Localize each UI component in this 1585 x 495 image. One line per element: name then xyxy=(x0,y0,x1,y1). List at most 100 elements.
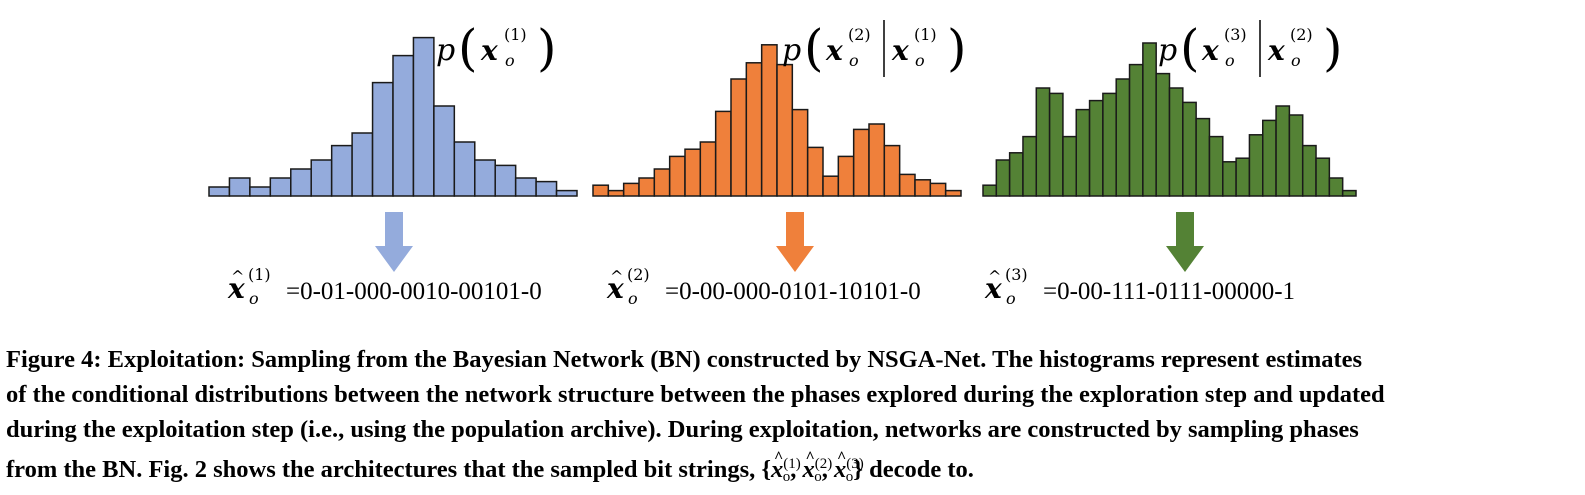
sample-3: x ^ (3) o =0-00-111-0111-00000-1 xyxy=(984,265,1295,308)
caption-line-3: during the exploitation step (i.e., usin… xyxy=(6,416,1359,443)
histogram-bar xyxy=(944,189,962,197)
histogram-bar xyxy=(269,177,292,197)
svg-text:o: o xyxy=(1291,51,1301,70)
histogram-bar xyxy=(730,78,748,197)
histogram-bar xyxy=(290,168,312,197)
histogram-bar xyxy=(668,155,686,197)
histogram-phase-2 xyxy=(592,44,962,197)
caption-line-4: from the BN. Fig. 2 shows the architectu… xyxy=(6,440,1566,495)
histogram-bar xyxy=(592,184,610,197)
svg-text:=0-00-111-0111-00000-1: =0-00-111-0111-00000-1 xyxy=(1043,278,1295,305)
histogram-bar xyxy=(514,177,537,197)
svg-text:(2): (2) xyxy=(848,25,871,44)
arrow-down-blue-icon xyxy=(375,212,413,272)
histogram-bar xyxy=(1102,92,1117,197)
svg-text:^: ^ xyxy=(988,267,1001,286)
svg-text:o: o xyxy=(628,289,638,308)
histogram-bar xyxy=(1022,135,1038,197)
histogram-bar xyxy=(1248,134,1264,197)
histogram-bar xyxy=(607,189,625,197)
histogram-bar xyxy=(1142,42,1157,197)
histogram-2-label: p ( x (2) o x (1) o ) xyxy=(782,19,967,77)
svg-text:): ) xyxy=(947,19,967,77)
svg-text:): ) xyxy=(1323,19,1343,77)
histogram-bar xyxy=(806,146,824,197)
svg-text:(3): (3) xyxy=(1005,265,1028,284)
histogram-bar xyxy=(1075,108,1091,197)
svg-text:p: p xyxy=(1158,33,1177,68)
sample-2: x ^ (2) o =0-00-000-0101-10101-0 xyxy=(606,265,921,308)
histogram-bar xyxy=(412,36,435,197)
svg-text:(1): (1) xyxy=(504,25,527,44)
histogram-bar xyxy=(1301,144,1317,197)
svg-text:x: x xyxy=(227,272,245,305)
svg-text:^: ^ xyxy=(610,267,623,286)
svg-text:(3): (3) xyxy=(1224,25,1247,44)
histogram-bar xyxy=(714,110,732,197)
histogram-bar xyxy=(1062,135,1078,197)
histogram-bar xyxy=(1035,87,1051,197)
svg-text:=0-01-000-0010-00101-0: =0-01-000-0010-00101-0 xyxy=(286,278,542,305)
histogram-bar xyxy=(622,182,640,197)
histogram-bar xyxy=(852,128,870,197)
histogram-bar xyxy=(898,173,916,197)
histogram-bar xyxy=(883,144,901,197)
histogram-bar xyxy=(1262,119,1277,197)
svg-text:(2): (2) xyxy=(627,265,650,284)
histogram-1-label: p ( x (1) o ) xyxy=(436,19,557,77)
histogram-bar xyxy=(1088,99,1104,197)
svg-text:x: x xyxy=(606,272,624,305)
svg-text:x: x xyxy=(480,34,498,67)
svg-text:o: o xyxy=(1006,289,1016,308)
svg-text:=0-00-000-0101-10101-0: =0-00-000-0101-10101-0 xyxy=(665,278,921,305)
histogram-bar xyxy=(776,63,794,197)
histogram-bar xyxy=(535,180,558,197)
histogram-bar xyxy=(760,44,778,197)
histogram-bar xyxy=(653,168,671,197)
svg-text:o: o xyxy=(1225,51,1235,70)
svg-text:(2): (2) xyxy=(1290,25,1313,44)
arrow-down-orange-icon xyxy=(776,212,814,272)
histogram-bar xyxy=(433,105,456,197)
svg-text:x: x xyxy=(825,34,843,67)
figure-caption: Figure 4: Exploitation: Sampling from th… xyxy=(6,342,1566,495)
histogram-bar xyxy=(914,179,932,197)
histogram-bar xyxy=(1168,87,1184,197)
histogram-bar xyxy=(684,148,702,197)
histogram-bar xyxy=(1195,117,1211,197)
histogram-bar xyxy=(837,155,855,197)
svg-text:): ) xyxy=(537,19,557,77)
histogram-bar xyxy=(699,141,717,197)
histogram-3-label: p ( x (3) o x (2) o ) xyxy=(1158,19,1343,77)
histogram-bar xyxy=(310,159,333,197)
svg-text:x: x xyxy=(891,34,909,67)
histogram-bar xyxy=(1341,189,1357,197)
caption-line-2: of the conditional distributions between… xyxy=(6,381,1385,408)
histogram-bar xyxy=(1182,101,1197,197)
histogram-bar xyxy=(638,177,656,197)
histogram-bar xyxy=(555,189,578,197)
histogram-bar xyxy=(822,175,840,197)
arrow-down-green-icon xyxy=(1166,212,1204,272)
sample-1: x ^ (1) o =0-01-000-0010-00101-0 xyxy=(227,265,542,308)
histogram-bar xyxy=(1155,72,1171,197)
histogram-bar xyxy=(208,186,231,197)
svg-text:o: o xyxy=(849,51,859,70)
histogram-bar xyxy=(995,159,1011,197)
histogram-bar xyxy=(1128,63,1144,197)
svg-text:x: x xyxy=(984,272,1002,305)
svg-text:p: p xyxy=(436,33,455,68)
histogram-bar xyxy=(791,108,809,197)
histogram-bar xyxy=(929,182,947,197)
svg-text:(: ( xyxy=(1180,19,1200,77)
histogram-bar xyxy=(1115,78,1131,197)
histogram-bar xyxy=(1315,157,1331,197)
histogram-bar xyxy=(249,186,272,197)
histogram-bar xyxy=(1048,92,1064,197)
histogram-bar xyxy=(371,81,394,197)
histogram-phase-1 xyxy=(208,36,578,197)
histogram-bar xyxy=(1328,177,1344,197)
histogram-bar xyxy=(1235,157,1251,197)
svg-text:x: x xyxy=(1267,34,1285,67)
histogram-bar xyxy=(982,184,998,197)
